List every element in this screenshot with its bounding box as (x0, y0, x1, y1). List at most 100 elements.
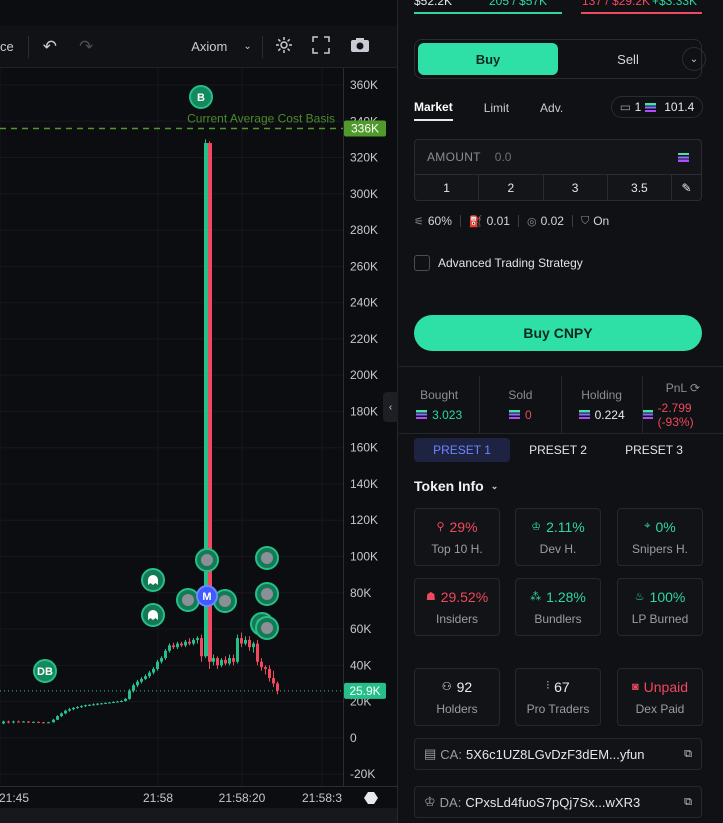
price-tick-label: 200K (350, 368, 378, 382)
candle-body (200, 638, 203, 657)
price-tick-label: 140K (350, 477, 378, 491)
sell-tab[interactable]: Sell (617, 51, 639, 67)
user-icon: ⚲ (436, 521, 445, 533)
camera-icon[interactable] (350, 37, 370, 56)
price-tick-label: 180K (350, 404, 378, 418)
dev-address[interactable]: ♔ DA: CPxsLd4fuoS7pQj7Sx...wXR3 ⧉ (414, 786, 702, 818)
undo-icon[interactable]: ↶ (42, 36, 57, 56)
crosshair-icon: ⌖ (644, 520, 651, 532)
refresh-icon[interactable]: ⟳ (689, 380, 701, 395)
sold-bar (581, 12, 702, 14)
candlestick-chart[interactable]: Current Average Cost Basis B DB M (0, 68, 343, 786)
trader-avatar (261, 588, 273, 600)
fullscreen-icon[interactable] (312, 36, 330, 57)
amount-preset-1[interactable]: 1 (415, 175, 480, 201)
trader-avatar (261, 552, 273, 564)
ca-value: 5X6c1UZ8LGvDzF3dEM...yfun (465, 746, 645, 762)
tab-market[interactable]: Market (414, 100, 453, 121)
amount-label: AMOUNT (427, 150, 481, 164)
wallet-selector[interactable]: ▭ 1 101.4 (611, 96, 703, 118)
price-tick-label: 160K (350, 441, 378, 455)
tab-advanced[interactable]: Adv. (540, 100, 564, 115)
candle-body (232, 658, 235, 662)
buy-token-button[interactable]: Buy CNPY (414, 315, 702, 351)
chevron-down-icon[interactable]: ⌄ (682, 47, 706, 71)
chef-hat-icon: ♔ (424, 794, 436, 809)
price-tick-label: 120K (350, 513, 378, 527)
amount-preset-3[interactable]: 3 (544, 175, 608, 201)
tab-preset-1[interactable]: PRESET 1 (414, 438, 510, 462)
avg-cost-tag-label: 336K (351, 122, 379, 136)
solana-icon (578, 410, 590, 419)
dex-icon: ◙ (631, 680, 639, 693)
trade-settings[interactable]: ⚟ 60% ⛽ 0.01 ◎ 0.02 ⛉ On (414, 213, 702, 229)
chevron-down-icon: ⌄ (490, 480, 499, 491)
candle-body (76, 707, 79, 709)
price-tick-label: 360K (350, 78, 378, 92)
stat-label: Top 10 H. (431, 541, 483, 556)
last-price-tag (344, 682, 386, 699)
amount-preset-2[interactable]: 2 (479, 175, 544, 201)
solana-icon (642, 410, 653, 419)
shield-icon: ⛉ (580, 214, 590, 227)
candle-body (64, 710, 67, 714)
candle-body (152, 668, 155, 673)
candle-body (108, 702, 111, 704)
tab-preset-3[interactable]: PRESET 3 (625, 443, 683, 457)
migration-marker-label: M (202, 591, 211, 603)
collapse-panel-toggle[interactable]: ‹ (383, 392, 398, 422)
stat-value: 1.28% (546, 588, 586, 605)
candle-body (132, 685, 135, 691)
chart-toolbar: ce ↶ ↷ Axiom ⌄ (0, 26, 397, 68)
candle-body (12, 721, 15, 723)
pencil-icon[interactable]: ✎ (681, 181, 692, 195)
buy-marker-label: B (197, 92, 205, 104)
advanced-strategy-checkbox[interactable] (414, 255, 430, 271)
advanced-strategy-option[interactable]: Advanced Trading Strategy (414, 254, 702, 272)
ghost-icon (148, 610, 158, 620)
settings-hex-icon (364, 792, 378, 804)
migration-marker (196, 585, 218, 607)
candle-body (260, 661, 263, 668)
time-tick-label: 21:58 (143, 791, 173, 805)
priority-fee: 0.01 (486, 214, 510, 228)
stat-value: Unpaid (643, 678, 689, 695)
candle-body (188, 641, 191, 644)
candle-body (100, 703, 103, 705)
dev-buy-marker-label: DB (37, 666, 53, 678)
amount-input[interactable]: 0.0 (494, 150, 512, 164)
buy-tab[interactable]: Buy (418, 43, 558, 75)
order-type-tabs: Market Limit Adv. (414, 96, 702, 124)
chevron-down-icon[interactable]: ⌄ (243, 41, 252, 52)
ghost-icon (148, 575, 158, 585)
chef-hat-icon: ♔ (531, 521, 542, 533)
candle-body (84, 705, 87, 707)
balance-pnl: +$3.33K (652, 0, 698, 8)
candle-body (148, 672, 151, 677)
pnl-column[interactable]: PnL ⟳ -2.799 (-93%) (642, 376, 723, 433)
candle-body (204, 143, 208, 657)
users-icon: ⚇ (441, 681, 452, 693)
tab-preset-2[interactable]: PRESET 2 (529, 443, 587, 457)
contract-address[interactable]: ▤ CA: 5X6c1UZ8LGvDzF3dEM...yfun ⧉ (414, 738, 702, 770)
time-axis[interactable]: 21:45 21:58 21:58:20 21:58:3 (0, 786, 397, 808)
price-source-select[interactable]: Axiom (191, 39, 228, 54)
token-info-header[interactable]: Token Info ⌄ (414, 478, 702, 494)
external-link-icon[interactable]: ⧉ (684, 747, 692, 760)
tab-limit[interactable]: Limit (483, 100, 510, 115)
stat-value: 0% (655, 518, 676, 535)
indicators-label[interactable]: ce (0, 39, 14, 54)
token-stat-card: ⁂ 1.28% Bundlers (515, 578, 601, 636)
gear-icon[interactable] (274, 35, 294, 58)
candle-body (72, 707, 75, 710)
candle-body (56, 716, 59, 720)
external-link-icon[interactable]: ⧉ (684, 795, 692, 808)
amount-preset-4[interactable]: 3.5 (608, 175, 672, 201)
gas-icon: ⛽ (468, 215, 483, 228)
redo-icon[interactable]: ↷ (78, 36, 94, 56)
candle-body (37, 721, 40, 723)
price-axis[interactable]: 360K340K320K300K280K260K240K220K200K180K… (343, 68, 397, 786)
pnl-value: -2.799 (-93%) (657, 400, 694, 429)
stat-value: 67 (554, 678, 570, 695)
candle-body (128, 690, 131, 699)
